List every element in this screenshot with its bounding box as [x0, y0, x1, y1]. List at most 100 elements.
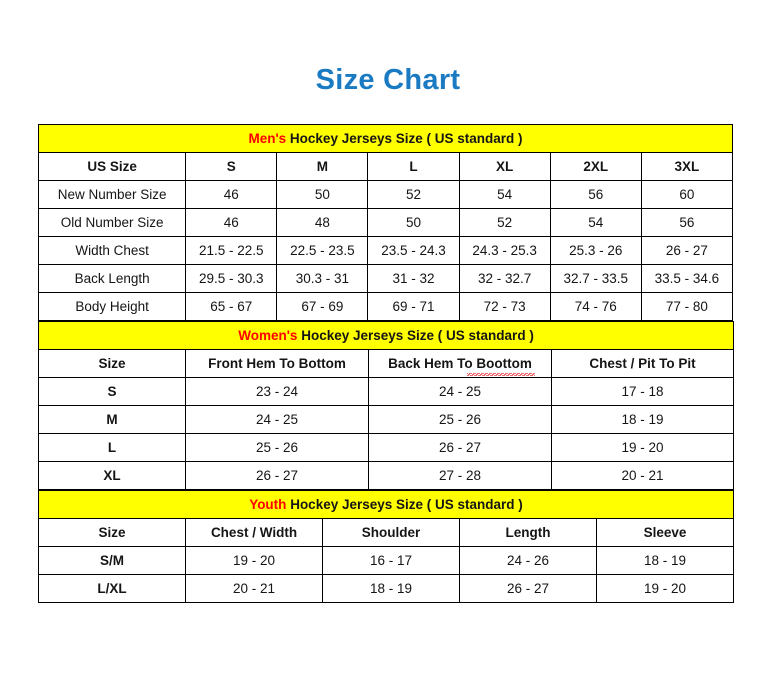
womens-row-label: XL [38, 461, 186, 490]
mens-cell: 54 [458, 180, 551, 209]
womens-cell: 18 - 19 [550, 405, 735, 434]
mens-cell: 77 - 80 [640, 292, 734, 321]
youth-banner-rest: Hockey Jerseys Size ( US standard ) [286, 497, 523, 512]
mens-cell: 50 [367, 208, 460, 237]
mens-col-us-size: US Size [37, 152, 187, 181]
mens-cell: 46 [185, 180, 278, 209]
youth-section-banner: Youth Hockey Jerseys Size ( US standard … [38, 490, 734, 519]
youth-size-table: Youth Hockey Jerseys Size ( US standard … [38, 490, 734, 603]
youth-banner-highlight: Youth [249, 497, 287, 512]
mens-cell: 22.5 - 23.5 [276, 236, 369, 265]
mens-cell: 33.5 - 34.6 [640, 264, 734, 293]
womens-col-back-hem: Back Hem To Boottom [368, 349, 552, 378]
mens-section-banner: Men's Hockey Jerseys Size ( US standard … [38, 124, 733, 153]
table-row: Width Chest 21.5 - 22.5 22.5 - 23.5 23.5… [37, 236, 734, 265]
mens-cell: 24.3 - 25.3 [458, 236, 551, 265]
womens-cell: 25 - 26 [368, 405, 552, 434]
mens-banner-row: Men's Hockey Jerseys Size ( US standard … [38, 124, 733, 153]
youth-row-label: S/M [38, 546, 186, 575]
youth-cell: 19 - 20 [596, 574, 734, 603]
youth-cell: 18 - 19 [596, 546, 734, 575]
mens-cell: 32.7 - 33.5 [549, 264, 642, 293]
womens-cell: 27 - 28 [368, 461, 552, 490]
youth-col-chest-width: Chest / Width [185, 518, 323, 547]
mens-cell: 69 - 71 [367, 292, 460, 321]
youth-header-row: Size Chest / Width Shoulder Length Sleev… [38, 518, 734, 547]
size-tables-container: Men's Hockey Jerseys Size ( US standard … [37, 124, 735, 603]
mens-row-label: Old Number Size [37, 208, 187, 237]
mens-cell: 21.5 - 22.5 [185, 236, 278, 265]
mens-cell: 65 - 67 [185, 292, 278, 321]
table-row: L/XL 20 - 21 18 - 19 26 - 27 19 - 20 [38, 574, 734, 603]
womens-size-table: Women's Hockey Jerseys Size ( US standar… [37, 321, 735, 490]
mens-row-label: Body Height [37, 292, 187, 321]
womens-row-label: L [38, 433, 186, 462]
mens-cell: 23.5 - 24.3 [367, 236, 460, 265]
womens-cell: 26 - 27 [185, 461, 369, 490]
womens-banner-rest: Hockey Jerseys Size ( US standard ) [297, 328, 534, 343]
youth-cell: 19 - 20 [185, 546, 323, 575]
mens-cell: 72 - 73 [458, 292, 551, 321]
youth-cell: 16 - 17 [322, 546, 460, 575]
youth-col-length: Length [459, 518, 597, 547]
womens-banner-row: Women's Hockey Jerseys Size ( US standar… [37, 321, 735, 350]
mens-cell: 25.3 - 26 [549, 236, 642, 265]
mens-cell: 52 [367, 180, 460, 209]
mens-cell: 31 - 32 [367, 264, 460, 293]
page-title: Size Chart [315, 64, 461, 96]
mens-cell: 48 [276, 208, 369, 237]
mens-cell: 74 - 76 [549, 292, 642, 321]
mens-cell: 54 [549, 208, 642, 237]
mens-cell: 56 [640, 208, 734, 237]
womens-col-back-hem-text: Back Hem To Boottom [388, 350, 535, 377]
mens-header-row: US Size S M L XL 2XL 3XL [37, 152, 734, 181]
mens-col-s: S [185, 152, 278, 181]
mens-cell: 32 - 32.7 [458, 264, 551, 293]
mens-col-2xl: 2XL [549, 152, 642, 181]
womens-col-chest-pit: Chest / Pit To Pit [550, 349, 735, 378]
mens-cell: 46 [185, 208, 278, 237]
womens-cell: 24 - 25 [368, 377, 552, 406]
womens-cell: 25 - 26 [185, 433, 369, 462]
mens-cell: 29.5 - 30.3 [185, 264, 278, 293]
youth-col-size: Size [38, 518, 186, 547]
table-row: S 23 - 24 24 - 25 17 - 18 [38, 377, 735, 406]
mens-size-table: Men's Hockey Jerseys Size ( US standard … [37, 124, 734, 321]
mens-cell: 56 [549, 180, 642, 209]
youth-banner-row: Youth Hockey Jerseys Size ( US standard … [38, 490, 734, 519]
table-row: M 24 - 25 25 - 26 18 - 19 [38, 405, 735, 434]
mens-cell: 67 - 69 [276, 292, 369, 321]
youth-col-shoulder: Shoulder [322, 518, 460, 547]
table-row: XL 26 - 27 27 - 28 20 - 21 [38, 461, 735, 490]
table-row: Old Number Size 46 48 50 52 54 56 [37, 208, 734, 237]
table-row: Body Height 65 - 67 67 - 69 69 - 71 72 -… [37, 292, 734, 321]
womens-cell: 20 - 21 [550, 461, 735, 490]
womens-banner-highlight: Women's [238, 328, 298, 343]
mens-banner-highlight: Men's [248, 131, 287, 146]
womens-col-size: Size [38, 349, 186, 378]
mens-col-3xl: 3XL [640, 152, 734, 181]
youth-col-sleeve: Sleeve [596, 518, 734, 547]
youth-cell: 26 - 27 [459, 574, 597, 603]
mens-cell: 52 [458, 208, 551, 237]
womens-row-label: S [38, 377, 186, 406]
table-row: Back Length 29.5 - 30.3 30.3 - 31 31 - 3… [37, 264, 734, 293]
youth-cell: 24 - 26 [459, 546, 597, 575]
youth-row-label: L/XL [38, 574, 186, 603]
mens-cell: 26 - 27 [640, 236, 734, 265]
mens-col-l: L [367, 152, 460, 181]
mens-banner-rest: Hockey Jerseys Size ( US standard ) [286, 131, 523, 146]
youth-cell: 18 - 19 [322, 574, 460, 603]
womens-col-front-hem: Front Hem To Bottom [185, 349, 369, 378]
youth-cell: 20 - 21 [185, 574, 323, 603]
mens-cell: 60 [640, 180, 734, 209]
womens-cell: 24 - 25 [185, 405, 369, 434]
womens-cell: 26 - 27 [368, 433, 552, 462]
mens-cell: 30.3 - 31 [276, 264, 369, 293]
womens-header-row: Size Front Hem To Bottom Back Hem To Boo… [38, 349, 735, 378]
table-row: New Number Size 46 50 52 54 56 60 [37, 180, 734, 209]
womens-cell: 17 - 18 [550, 377, 735, 406]
table-row: S/M 19 - 20 16 - 17 24 - 26 18 - 19 [38, 546, 734, 575]
mens-col-xl: XL [458, 152, 551, 181]
mens-row-label: New Number Size [37, 180, 187, 209]
